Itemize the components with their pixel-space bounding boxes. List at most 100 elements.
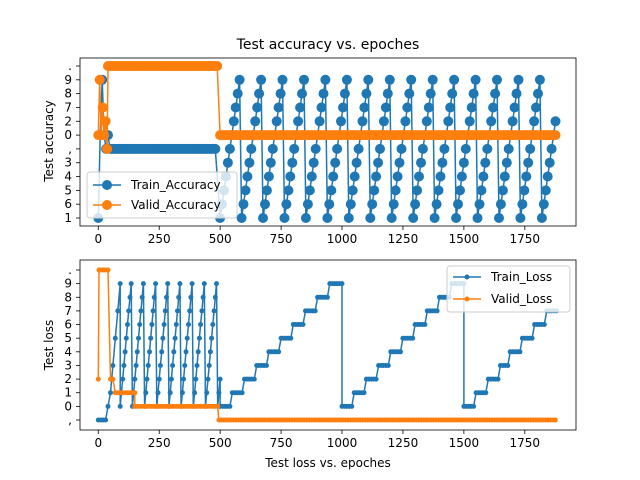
top-valid-accuracy-point xyxy=(100,116,111,127)
top-train-accuracy-point xyxy=(435,171,446,182)
top-train-accuracy-point xyxy=(507,116,518,127)
top-subplot: Test accuracy vs. epoches Test accuracy … xyxy=(42,37,577,246)
top-train-accuracy-point xyxy=(316,102,327,113)
top-train-accuracy-point xyxy=(357,116,368,127)
top-train-accuracy-point xyxy=(388,199,399,210)
bottom-train-loss-point xyxy=(214,281,219,287)
bottom-train-loss-point xyxy=(155,390,161,396)
bottom-legend: Train_Loss Valid_Loss xyxy=(446,265,571,313)
bottom-valid-loss-point xyxy=(110,376,116,382)
top-train-accuracy-point xyxy=(400,116,411,127)
bottom-x-tick-label: 1000 xyxy=(327,436,358,450)
top-train-accuracy-point xyxy=(287,157,298,168)
top-train-accuracy-point xyxy=(456,171,467,182)
bottom-train-loss-point xyxy=(434,308,440,314)
bottom-legend-train-label: Train_Loss xyxy=(490,270,552,284)
top-train-accuracy-point xyxy=(406,74,417,85)
bottom-train-loss-point xyxy=(140,281,146,287)
bottom-train-loss-point xyxy=(207,349,213,355)
bottom-train-loss-point xyxy=(324,294,330,300)
top-train-accuracy-point xyxy=(367,199,378,210)
top-train-accuracy-point xyxy=(455,185,465,196)
bottom-train-loss-point xyxy=(471,403,477,409)
top-train-accuracy-point xyxy=(339,88,350,99)
top-axes-frame xyxy=(79,57,577,227)
bottom-train-loss-point xyxy=(151,294,157,300)
top-valid-accuracy-point xyxy=(550,130,561,141)
top-train-accuracy-point xyxy=(533,88,543,99)
top-valid-accuracy-point xyxy=(97,102,108,113)
top-train-accuracy-point xyxy=(232,88,243,99)
top-x-tick-label: 1750 xyxy=(510,232,541,246)
top-train-accuracy-point xyxy=(304,185,315,196)
top-y-tick-label: 1 xyxy=(64,211,72,225)
bottom-train-loss-point xyxy=(175,308,180,314)
top-y-tick-label: 6 xyxy=(64,197,72,211)
top-train-accuracy-point xyxy=(396,143,407,154)
top-train-accuracy-point xyxy=(293,116,304,127)
bottom-y-tick-label: 2 xyxy=(64,372,72,386)
top-train-accuracy-point xyxy=(394,157,405,168)
top-train-accuracy-point xyxy=(238,199,249,210)
top-train-accuracy-point xyxy=(538,199,549,210)
bottom-valid-loss-point xyxy=(105,267,111,273)
bottom-train-loss-point xyxy=(505,363,511,368)
bottom-train-loss-point xyxy=(170,363,176,368)
top-train-accuracy-point xyxy=(453,199,463,210)
bottom-train-loss-point xyxy=(121,363,127,368)
bottom-y-tick-label: 6 xyxy=(64,318,72,332)
top-train-accuracy-point xyxy=(281,199,292,210)
bottom-train-loss-point xyxy=(398,349,403,355)
bottom-y-tick-label: 0 xyxy=(64,399,72,413)
top-train-accuracy-point xyxy=(425,88,436,99)
bottom-train-loss-point xyxy=(204,390,210,396)
bottom-train-loss-point xyxy=(117,403,123,409)
top-legend-valid-label: Valid_Accuracy xyxy=(131,198,221,212)
bottom-train-loss-point xyxy=(349,403,355,409)
bottom-train-loss-point xyxy=(188,294,194,300)
bottom-train-loss-point xyxy=(227,403,233,409)
top-train-accuracy-point xyxy=(285,171,296,182)
bottom-train-loss-point xyxy=(145,363,151,368)
top-train-accuracy-point xyxy=(443,116,454,127)
top-train-accuracy-point xyxy=(359,102,370,113)
bottom-y-tick-label: 5 xyxy=(64,331,72,345)
bottom-train-loss-point xyxy=(198,322,204,327)
top-train-accuracy-point xyxy=(515,213,526,223)
top-train-accuracy-point xyxy=(431,199,442,210)
bottom-valid-loss-point xyxy=(215,403,221,409)
top-train-accuracy-point xyxy=(361,88,372,99)
top-train-accuracy-point xyxy=(244,157,255,168)
top-train-accuracy-point xyxy=(351,157,362,168)
top-train-accuracy-point xyxy=(371,171,382,182)
top-train-accuracy-point xyxy=(228,116,239,127)
top-train-accuracy-point xyxy=(273,102,284,113)
top-train-accuracy-point xyxy=(447,88,458,99)
top-x-tick-label: 1500 xyxy=(449,232,480,246)
bottom-train-loss-point xyxy=(209,335,215,341)
bottom-train-loss-point xyxy=(385,363,391,368)
bottom-train-loss-point xyxy=(127,294,133,300)
bottom-axes-frame xyxy=(79,259,577,431)
top-train-accuracy-point xyxy=(414,171,424,182)
bottom-train-loss-point xyxy=(156,376,162,382)
bottom-y-tick-label: 3 xyxy=(64,358,72,372)
top-x-tick-label: 750 xyxy=(270,232,293,246)
bottom-train-loss-point xyxy=(162,308,168,314)
top-train-accuracy-point xyxy=(511,88,522,99)
bottom-train-loss-point xyxy=(123,335,129,341)
top-train-accuracy-point xyxy=(210,143,221,154)
top-train-accuracy-point xyxy=(490,88,501,99)
top-train-accuracy-point xyxy=(332,143,343,154)
bottom-train-loss-point xyxy=(205,376,211,382)
bottom-train-loss-point xyxy=(361,390,367,396)
bottom-y-tick-label: 8 xyxy=(64,290,72,304)
top-train-accuracy-point xyxy=(439,143,450,154)
top-train-accuracy-point xyxy=(254,88,265,99)
top-train-accuracy-point xyxy=(330,157,341,168)
top-train-accuracy-point xyxy=(423,102,434,113)
top-train-accuracy-point xyxy=(427,74,438,85)
top-train-accuracy-point xyxy=(386,213,397,223)
top-train-accuracy-point xyxy=(421,116,432,127)
